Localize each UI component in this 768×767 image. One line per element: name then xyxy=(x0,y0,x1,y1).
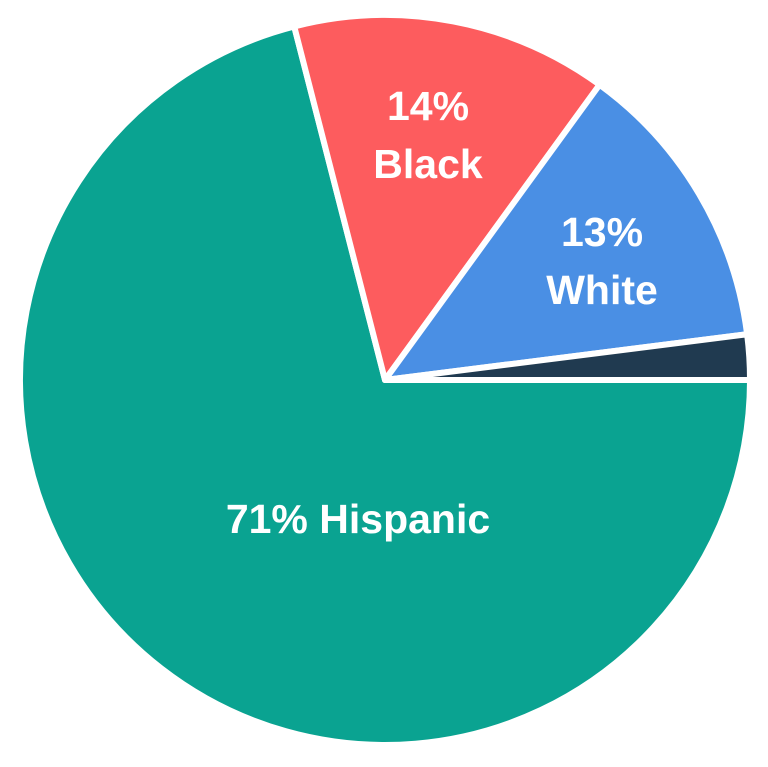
slice-label-line: 14% xyxy=(387,83,469,129)
pie-slice-white xyxy=(382,81,751,383)
slice-label-line: 13% xyxy=(561,209,643,255)
pie-slice-other xyxy=(382,331,753,383)
slice-label-black: 14% Black xyxy=(373,83,483,187)
pie-slice-black xyxy=(291,12,603,383)
slice-label-hispanic: 71% Hispanic xyxy=(226,496,490,542)
slice-label-line: White xyxy=(546,267,658,313)
labels-layer: 71% Hispanic 14% Black 13% White xyxy=(226,83,658,542)
slices-layer xyxy=(17,12,753,748)
slice-label-white: 13% White xyxy=(546,209,658,313)
pie-slice-hispanic xyxy=(17,23,753,748)
slice-label-line: Black xyxy=(373,141,483,187)
slice-label-line: 71% Hispanic xyxy=(226,496,490,542)
